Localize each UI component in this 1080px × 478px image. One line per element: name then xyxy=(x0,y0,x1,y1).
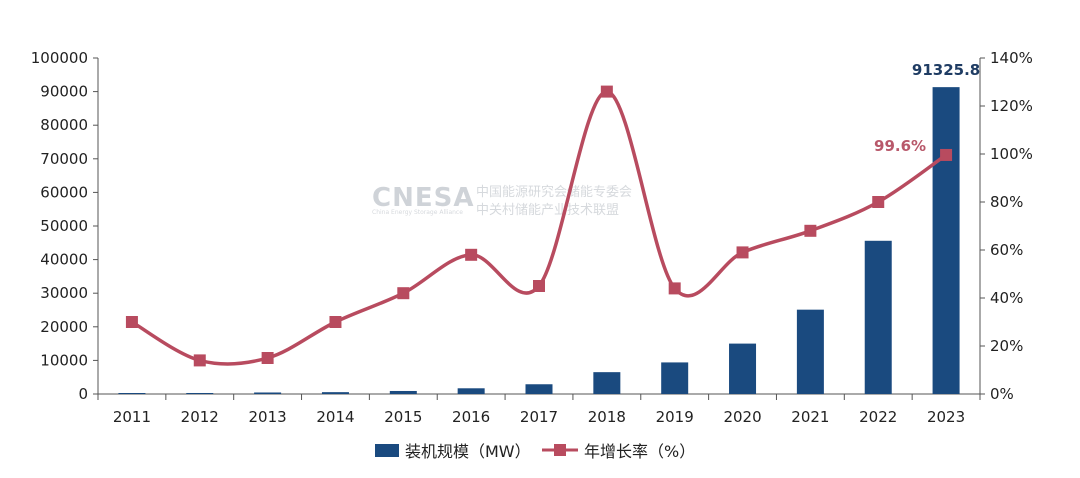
y-left-tick-label: 70000 xyxy=(40,150,88,168)
y-left-tick-label: 20000 xyxy=(40,318,88,336)
x-tick-label: 2016 xyxy=(452,408,490,426)
growth-rate-marker xyxy=(329,316,342,328)
growth-rate-marker xyxy=(397,287,410,300)
watermark-line2: 中关村储能产业技术联盟 xyxy=(476,203,619,218)
y-right-tick-label: 100% xyxy=(990,145,1033,163)
bar xyxy=(525,384,553,394)
x-tick-label: 2014 xyxy=(316,408,354,426)
y-right-tick-label: 140% xyxy=(990,49,1033,67)
axes: 0 10000 20000 30000 40000 50000 60000 70000 8000… xyxy=(31,49,1033,426)
bar xyxy=(321,392,349,394)
x-tick-label: 2020 xyxy=(723,408,761,426)
growth-rate-marker xyxy=(533,280,545,292)
bar-series xyxy=(118,87,960,394)
y-left-tick-label: 90000 xyxy=(40,83,88,101)
growth-rate-marker xyxy=(600,85,613,98)
growth-rate-line xyxy=(131,89,948,366)
x-tick-label: 2022 xyxy=(859,408,897,426)
bar xyxy=(389,390,417,394)
y-left-tick-label: 30000 xyxy=(40,284,88,302)
y-left-tick-label: 100000 xyxy=(31,49,88,67)
growth-rate-marker xyxy=(668,282,681,295)
legend-bar-label: 装机规模（MW） xyxy=(405,442,531,461)
x-tick-label: 2011 xyxy=(113,408,151,426)
y-right-tick-label: 80% xyxy=(990,193,1023,211)
bar-data-label: 91325.8 xyxy=(912,61,980,79)
x-tick-label: 2017 xyxy=(520,408,558,426)
legend-bar-swatch xyxy=(375,444,399,457)
y-left-tick-label: 80000 xyxy=(40,116,88,134)
bar xyxy=(593,372,621,394)
growth-rate-marker xyxy=(261,352,274,364)
cnesa-watermark: CNESA China Energy Storage Alliance 中国能源… xyxy=(372,183,632,218)
y-right-tick-label: 40% xyxy=(990,289,1023,307)
y-left-tick-label: 0 xyxy=(78,385,88,403)
x-tick-label: 2019 xyxy=(656,408,694,426)
bar xyxy=(796,309,824,394)
bar xyxy=(118,393,146,394)
growth-rate-marker xyxy=(736,246,749,259)
growth-rate-marker xyxy=(125,316,138,328)
bar xyxy=(729,343,757,394)
growth-rate-marker xyxy=(872,196,885,208)
x-tick-label: 2015 xyxy=(384,408,422,426)
watermark-line1: 中国能源研究会储能专委会 xyxy=(476,185,632,200)
watermark-tagline: China Energy Storage Alliance xyxy=(372,209,463,216)
watermark-logo: CNESA xyxy=(372,183,474,213)
bar xyxy=(254,392,282,394)
y-left-tick-label: 60000 xyxy=(40,183,88,201)
x-tick-label: 2012 xyxy=(181,408,219,426)
bar xyxy=(864,240,892,394)
y-right-tick-label: 20% xyxy=(990,337,1023,355)
x-tick-label: 2018 xyxy=(588,408,626,426)
y-left-tick-label: 10000 xyxy=(40,351,88,369)
growth-rate-marker xyxy=(193,354,206,367)
y-right-tick-label: 0% xyxy=(990,385,1014,403)
legend-line-marker xyxy=(554,444,566,456)
y-left-tick-label: 40000 xyxy=(40,251,88,269)
line-series xyxy=(125,85,953,367)
y-left-tick-label: 50000 xyxy=(40,217,88,235)
annotations: 91325.8 99.6% xyxy=(874,61,980,155)
bar xyxy=(457,388,485,394)
legend-line-label: 年增长率（%） xyxy=(584,442,695,461)
y-right-tick-label: 60% xyxy=(990,241,1023,259)
growth-rate-marker xyxy=(940,148,953,161)
bar xyxy=(932,87,960,394)
bar xyxy=(661,362,689,394)
x-tick-label: 2023 xyxy=(927,408,965,426)
x-tick-label: 2013 xyxy=(249,408,287,426)
y-right-tick-label: 120% xyxy=(990,97,1033,115)
x-tick-label: 2021 xyxy=(791,408,829,426)
growth-rate-marker xyxy=(465,248,478,261)
bar xyxy=(186,392,214,394)
legend: 装机规模（MW） 年增长率（%） xyxy=(375,442,695,461)
line-data-label: 99.6% xyxy=(874,137,926,155)
growth-rate-marker xyxy=(804,224,817,237)
